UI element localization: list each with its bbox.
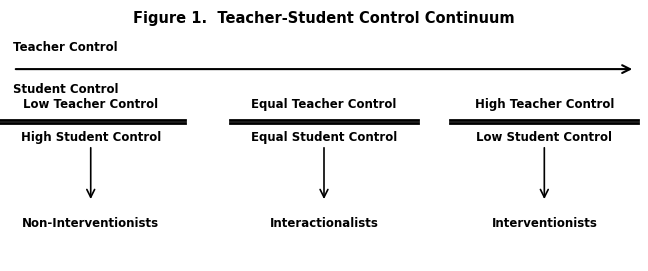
Text: Low Teacher Control: Low Teacher Control [23, 98, 158, 111]
Text: Low Student Control: Low Student Control [476, 131, 612, 144]
Text: Equal Teacher Control: Equal Teacher Control [251, 98, 397, 111]
Text: Figure 1.  Teacher-Student Control Continuum: Figure 1. Teacher-Student Control Contin… [133, 11, 515, 26]
Text: Interventionists: Interventionists [491, 217, 597, 230]
Text: Interactionalists: Interactionalists [270, 217, 378, 230]
Text: High Teacher Control: High Teacher Control [474, 98, 614, 111]
Text: Non-Interventionists: Non-Interventionists [22, 217, 159, 230]
Text: High Student Control: High Student Control [21, 131, 161, 144]
Text: Student Control: Student Control [13, 83, 119, 96]
Text: Equal Student Control: Equal Student Control [251, 131, 397, 144]
Text: Teacher Control: Teacher Control [13, 41, 117, 54]
